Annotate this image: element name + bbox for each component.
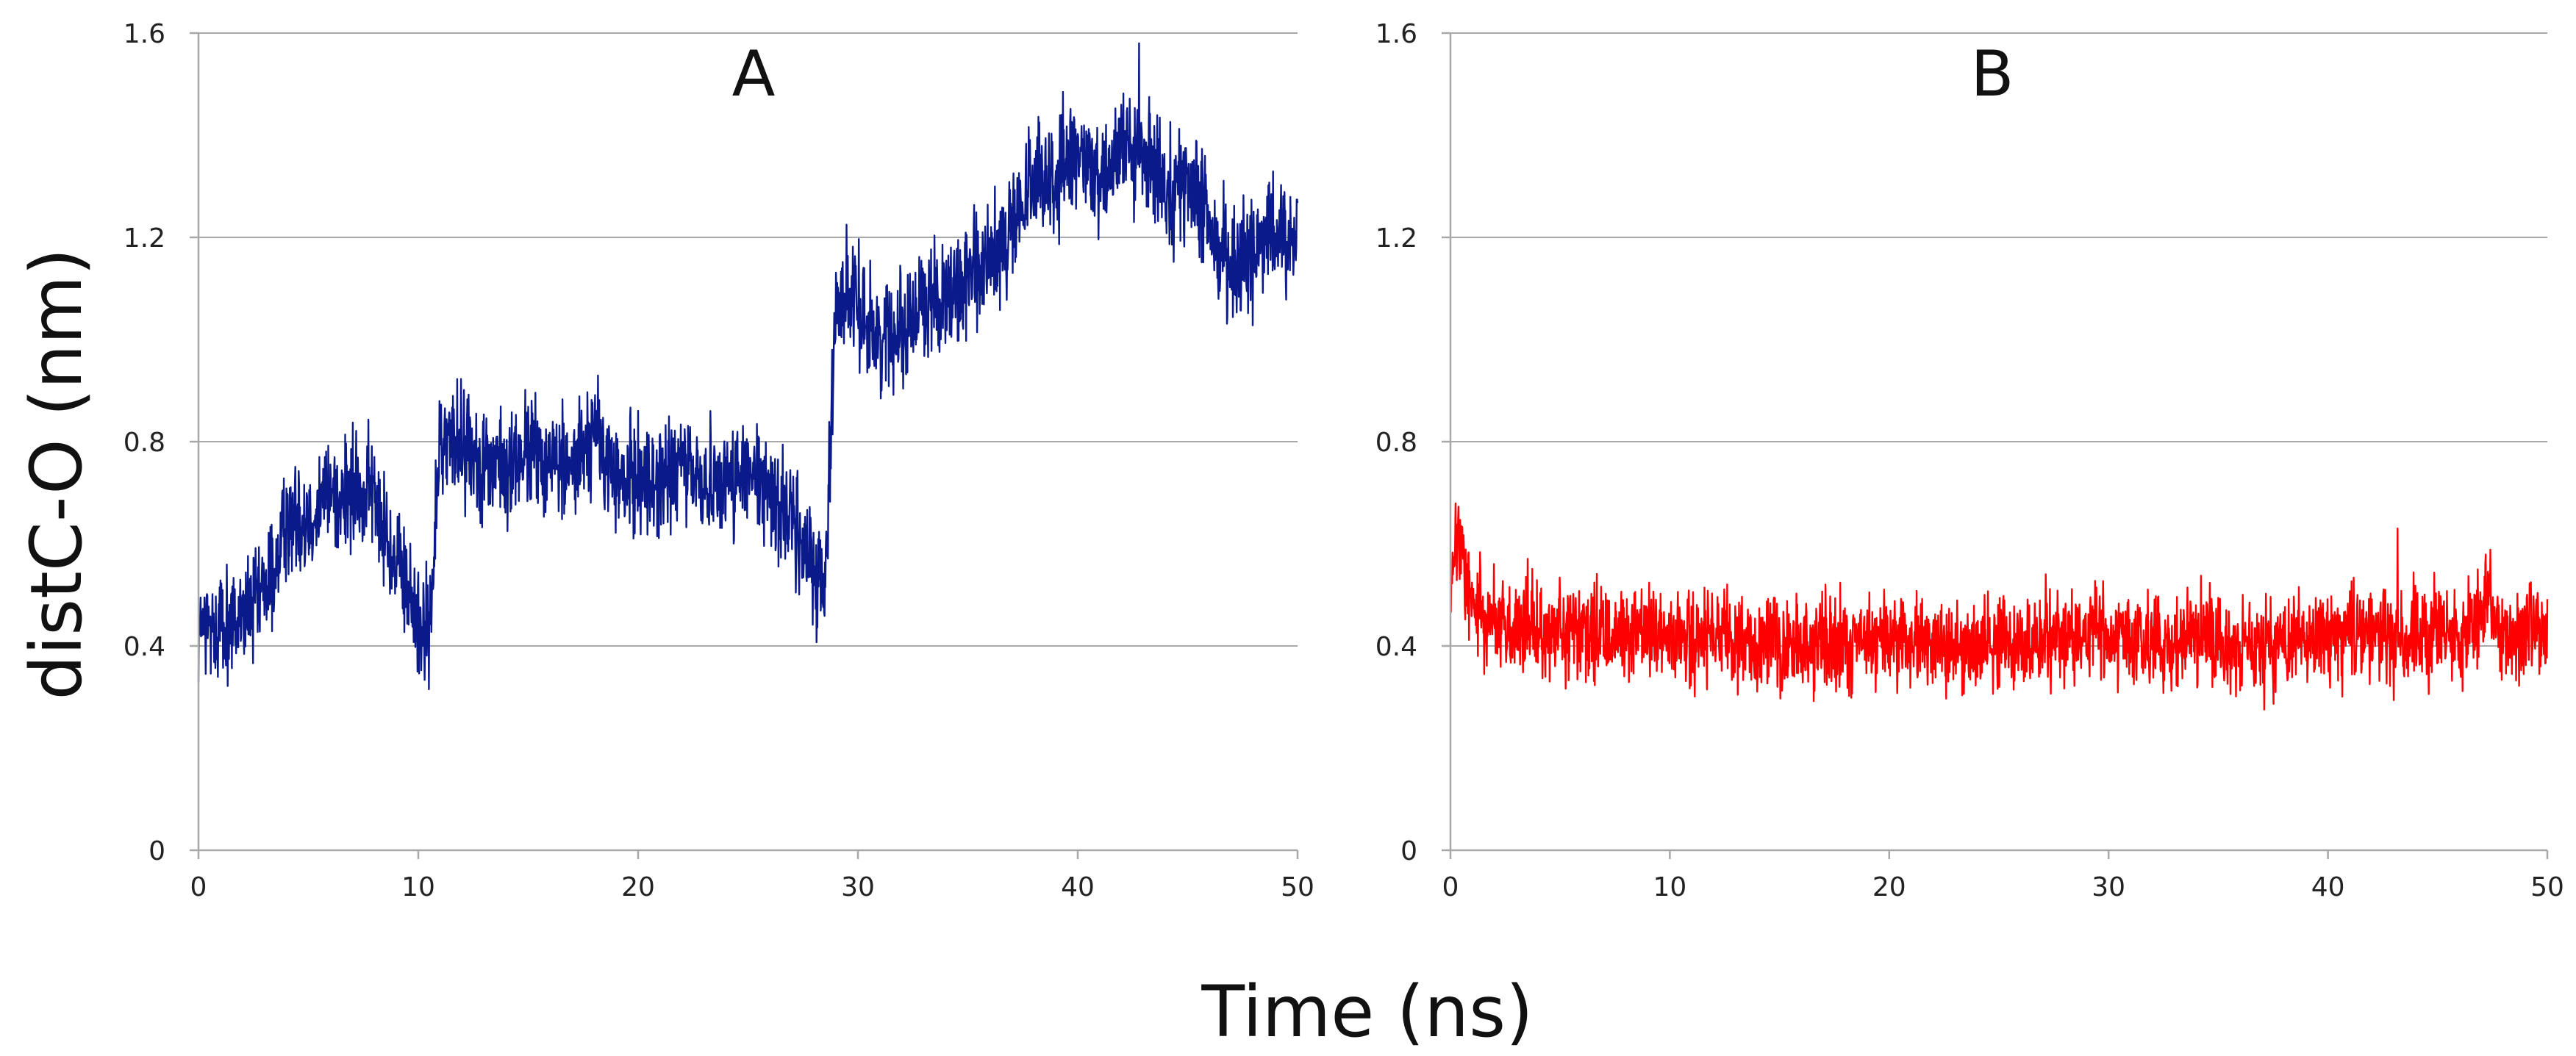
series-line-b xyxy=(1449,502,2549,711)
y-tick-label: 0.8 xyxy=(124,428,165,458)
x-tick-label: 40 xyxy=(1061,872,1095,902)
y-tick-label: 1.6 xyxy=(1375,19,1417,49)
series-line-a xyxy=(197,42,1299,691)
gridlines-b xyxy=(1450,32,2547,647)
panel-label-b: B xyxy=(1971,37,2014,111)
chart-panel-a: 0 0.4 0.8 1.2 1.6 0 10 20 30 40 50 A xyxy=(124,19,1314,902)
y-tick-label: 0.4 xyxy=(1375,632,1417,662)
y-tick-label: 0 xyxy=(1400,836,1417,866)
x-tick-label: 0 xyxy=(190,872,207,902)
gridlines-a xyxy=(198,32,1298,647)
x-tick-labels-b: 0 10 20 30 40 50 xyxy=(1442,872,2564,902)
y-tick-label: 1.2 xyxy=(124,223,165,254)
x-tick-label: 20 xyxy=(1872,872,1906,902)
x-tick-label: 10 xyxy=(401,872,435,902)
axes-b xyxy=(1442,32,2549,859)
y-tick-label: 1.2 xyxy=(1375,223,1417,254)
chart-panel-b: 0 0.4 0.8 1.2 1.6 0 10 20 30 40 50 B xyxy=(1375,19,2564,902)
y-axis-title: distC-O (nm) xyxy=(15,248,98,700)
x-tick-label: 30 xyxy=(841,872,875,902)
panel-label-a: A xyxy=(732,37,776,111)
x-axis-title: Time (ns) xyxy=(1201,971,1533,1053)
x-tick-label: 30 xyxy=(2092,872,2125,902)
x-tick-label: 40 xyxy=(2311,872,2345,902)
x-tick-labels-a: 0 10 20 30 40 50 xyxy=(190,872,1314,902)
x-tick-label: 0 xyxy=(1442,872,1459,902)
y-tick-labels-a: 0 0.4 0.8 1.2 1.6 xyxy=(124,19,165,866)
y-tick-label: 0 xyxy=(149,836,165,866)
y-tick-labels-b: 0 0.4 0.8 1.2 1.6 xyxy=(1375,19,1417,866)
x-tick-label: 50 xyxy=(1281,872,1314,902)
y-tick-label: 0.8 xyxy=(1375,428,1417,458)
y-tick-label: 1.6 xyxy=(124,19,165,49)
x-tick-label: 50 xyxy=(2530,872,2564,902)
axes-a xyxy=(190,32,1299,859)
x-tick-label: 20 xyxy=(621,872,655,902)
x-tick-label: 10 xyxy=(1653,872,1686,902)
y-tick-label: 0.4 xyxy=(124,632,165,662)
